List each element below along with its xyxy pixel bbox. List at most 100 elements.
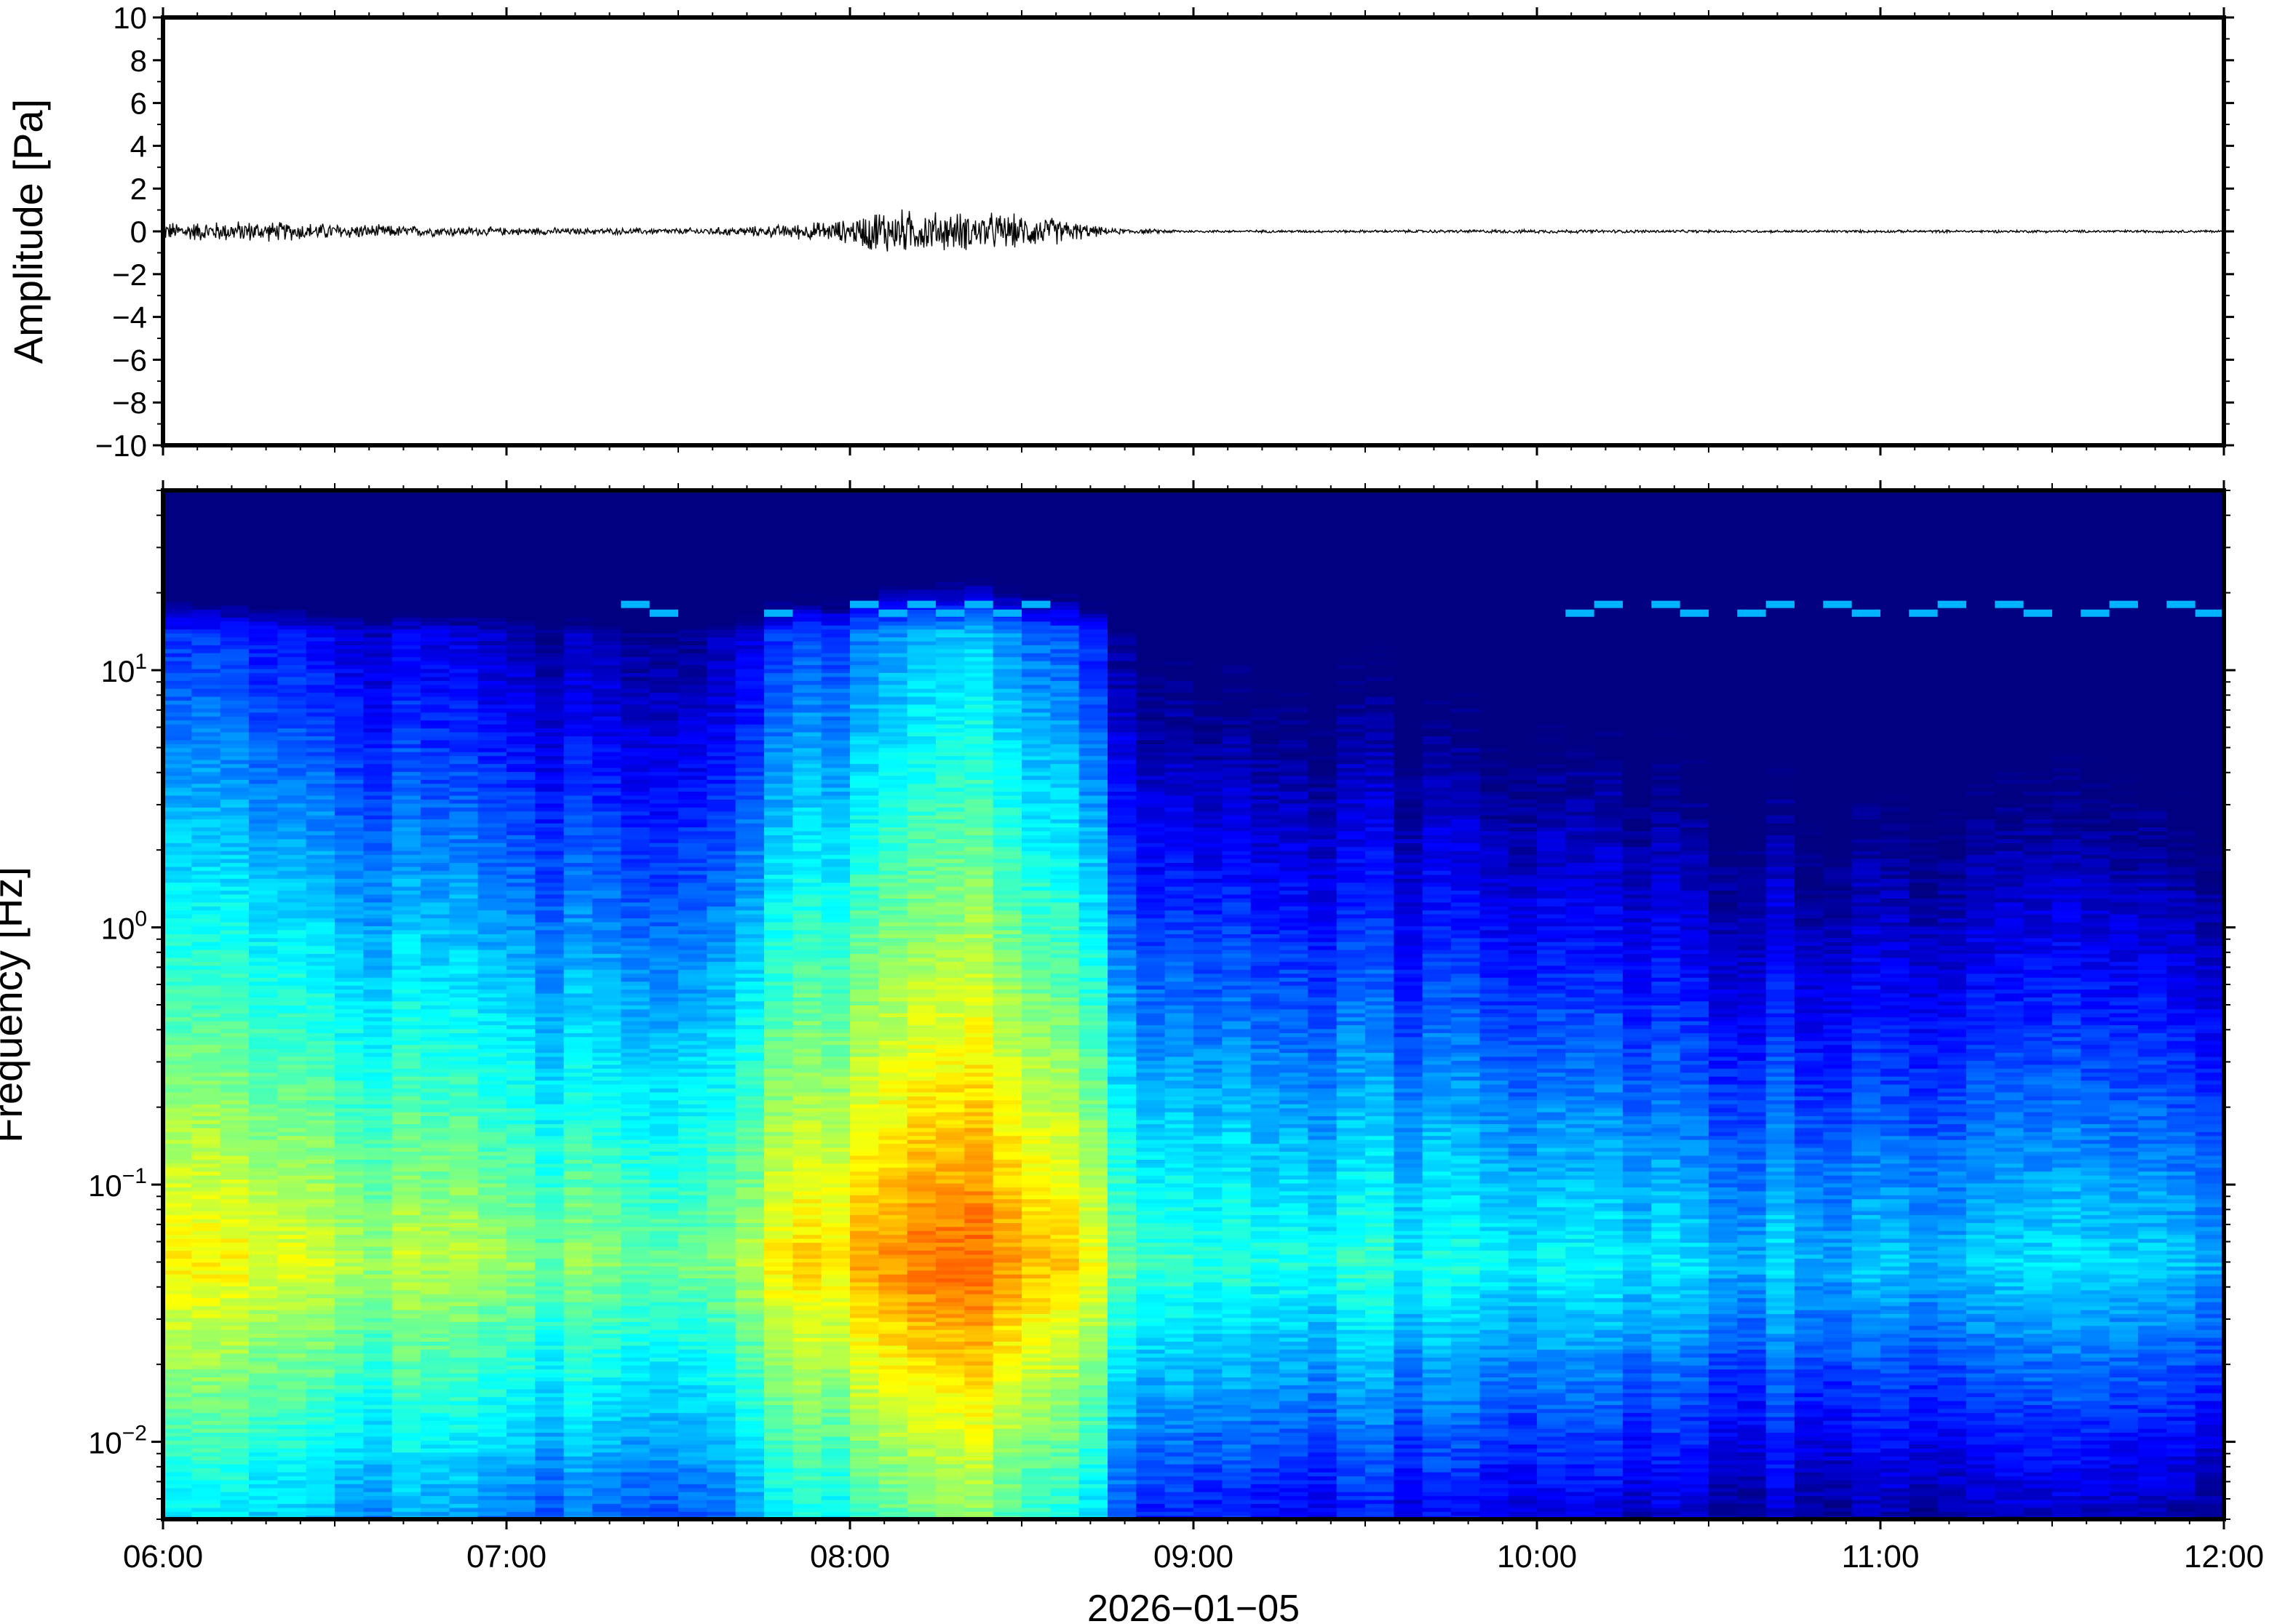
spectrogram-cell (563, 1416, 593, 1421)
spectrogram-cell (163, 1392, 193, 1398)
spectrogram-cell (592, 984, 622, 990)
spectrogram-cell (449, 1353, 479, 1358)
spectrogram-cell (449, 1313, 479, 1318)
spectrogram-cell (563, 660, 593, 666)
spectrogram-cell (335, 1171, 365, 1176)
spectrogram-cell (421, 1008, 450, 1014)
spectrogram-cell (621, 629, 651, 634)
spectrogram-cell (363, 601, 393, 606)
spectrogram-cell (363, 518, 393, 523)
spectrogram-cell (506, 684, 536, 689)
spectrogram-cell (592, 1218, 622, 1223)
spectrogram-cell (649, 854, 679, 859)
spectrogram-cell (249, 799, 279, 804)
spectrogram-cell (163, 1000, 193, 1006)
spectrogram-cell (191, 926, 221, 931)
spectrogram-cell (449, 1119, 479, 1124)
spectrogram-cell (649, 1364, 679, 1370)
spectrogram-cell (592, 723, 622, 729)
spectrogram-cell (392, 1329, 421, 1334)
spectrogram-cell (421, 1147, 450, 1153)
spectrogram-cell (335, 926, 365, 931)
spectrogram-cell (363, 779, 393, 784)
spectrogram-cell (678, 1163, 708, 1168)
spectrogram-cell (506, 1028, 536, 1033)
spectrogram-cell (191, 1131, 221, 1137)
spectrogram-cell (191, 1420, 221, 1425)
spectrogram-cell (220, 1174, 250, 1180)
spectrogram-cell (191, 885, 221, 891)
spectrogram-cell (621, 648, 651, 653)
spectrogram-cell (563, 1317, 593, 1322)
spectrogram-cell (449, 759, 479, 765)
spectrogram-cell (421, 541, 450, 546)
spectrogram-cell (421, 1440, 450, 1445)
spectrogram-cell (535, 1028, 565, 1033)
spectrogram-cell (621, 981, 651, 986)
spectrogram-cell (306, 1008, 335, 1014)
spectrogram-cell (306, 961, 335, 966)
spectrogram-cell (477, 605, 507, 610)
spectrogram-cell (335, 1072, 365, 1077)
spectrogram-cell (421, 1420, 450, 1425)
spectrogram-cell (592, 624, 622, 630)
spectrogram-cell (678, 1064, 708, 1069)
spectrogram-cell (335, 518, 365, 523)
spectrogram-cell (563, 1246, 593, 1251)
spectrogram-cell (363, 1325, 393, 1330)
spectrogram-cell (621, 921, 651, 927)
spectrogram-cell (363, 1135, 393, 1140)
spectrogram-cell (592, 645, 622, 650)
spectrogram-cell (163, 1028, 193, 1033)
spectrogram-cell (220, 846, 250, 851)
spectrogram-cell (363, 799, 393, 804)
spectrogram-cell (191, 882, 221, 887)
spectrogram-cell (335, 965, 365, 970)
spectrogram-cell (506, 909, 536, 915)
spectrogram-cell (220, 755, 250, 760)
spectrogram-cell (563, 981, 593, 986)
spectrogram-cell (392, 929, 421, 934)
spectrogram-cell (392, 1218, 421, 1223)
spectrogram-cell (592, 1345, 622, 1350)
spectrogram-cell (392, 791, 421, 796)
spectrogram-cell (421, 1294, 450, 1299)
spectrogram-cell (449, 1321, 479, 1326)
spectrogram-cell (191, 1226, 221, 1231)
spectrogram-cell (592, 1444, 622, 1449)
spectrogram-cell (449, 1163, 479, 1168)
spectrogram-cell (163, 617, 193, 622)
spectrogram-cell (621, 609, 651, 614)
spectrogram-cell (363, 830, 393, 835)
spectrogram-cell (335, 723, 365, 729)
spectrogram-cell (621, 561, 651, 567)
spectrogram-cell (421, 1218, 450, 1223)
spectrogram-cell (306, 648, 335, 653)
spectrogram-cell (335, 494, 365, 499)
spectrogram-cell (363, 1491, 393, 1497)
spectrogram-cell (335, 1479, 365, 1484)
spectrogram-cell (421, 573, 450, 578)
spectrogram-cell (249, 751, 279, 757)
spectrogram-cell (678, 1468, 708, 1473)
spectrogram-cell (421, 870, 450, 875)
spectrogram-cell (220, 1313, 250, 1318)
spectrogram-cell (363, 941, 393, 947)
spectrogram-cell (163, 561, 193, 567)
spectrogram-cell (506, 961, 536, 966)
spectrogram-cell (592, 1278, 622, 1283)
spectrogram-cell (678, 1436, 708, 1441)
spectrogram-cell (592, 1080, 622, 1085)
spectrogram-cell (477, 941, 507, 947)
spectrogram-cell (535, 1187, 565, 1192)
spectrogram-cell (621, 1301, 651, 1307)
spectrogram-cell (421, 1511, 450, 1516)
spectrogram-cell (335, 621, 365, 626)
spectrogram-cell (335, 1044, 365, 1049)
spectrogram-cell (363, 1072, 393, 1077)
spectrogram-cell (592, 1187, 622, 1192)
spectrogram-cell (392, 1091, 421, 1096)
spectrogram-cell (306, 1345, 335, 1350)
spectrogram-cell (306, 715, 335, 721)
spectrogram-cell (649, 736, 679, 741)
